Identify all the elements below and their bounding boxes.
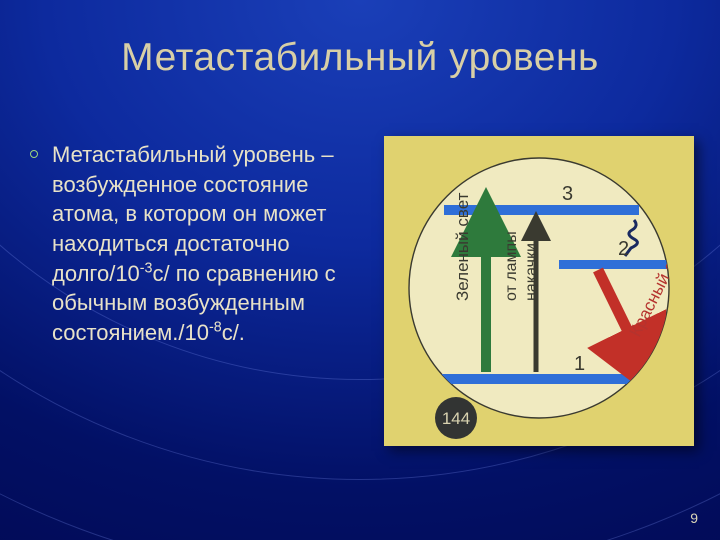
level-label-1: 1 [574,353,585,375]
level-1 [439,374,639,384]
level-label-3: 3 [562,183,573,205]
page-title: Метастабильный уровень [0,36,720,80]
body-paragraph: Метастабильный уровень – возбужденное со… [52,140,360,348]
energy-level-figure: 1 2 3 Зеленый свет от лампы накачки Крас… [384,136,694,446]
label-pump1: от лампы [503,231,520,301]
label-green: Зеленый свет [453,192,472,301]
level-3 [444,205,639,215]
bullet-icon [30,150,38,158]
label-pump2: накачки [523,243,540,301]
page-number: 9 [690,510,698,526]
level-label-2: 2 [618,238,629,260]
body-content: Метастабильный уровень – возбужденное со… [30,140,360,348]
figure-badge-number: 144 [442,409,470,428]
